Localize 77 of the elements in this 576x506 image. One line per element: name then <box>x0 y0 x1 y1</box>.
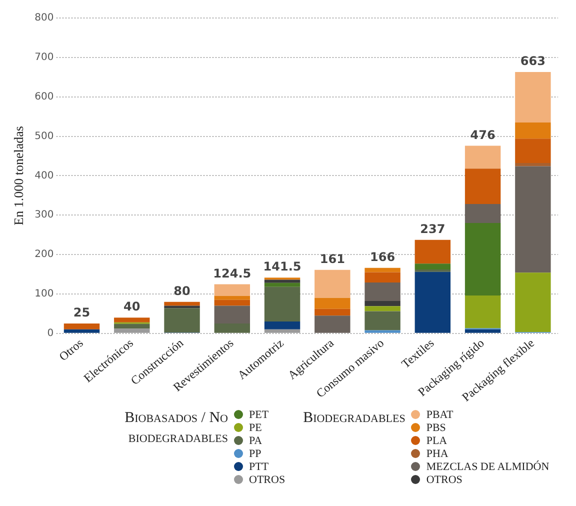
bar <box>464 168 501 204</box>
y-tick-label: 0 <box>47 328 54 339</box>
legend-label: PP <box>249 448 262 460</box>
bar <box>314 270 350 298</box>
legend-label: PA <box>249 434 262 446</box>
legend-label: PTT <box>249 460 269 472</box>
total-label: 663 <box>520 54 546 68</box>
y-tick-label: 500 <box>34 130 54 142</box>
bar <box>214 300 250 306</box>
text: Biobasados / No biodegradables <box>124 409 228 448</box>
bar <box>464 146 501 169</box>
bar <box>314 298 350 309</box>
legend-label: PET <box>249 408 269 420</box>
bar <box>464 204 501 223</box>
bar <box>515 122 551 139</box>
bar <box>164 302 200 306</box>
bar <box>364 306 400 312</box>
bar <box>214 284 250 296</box>
legend-label: MEZCLAS DE ALMIDÓN <box>426 460 550 472</box>
bar <box>414 272 451 333</box>
total-label: 141.5 <box>263 260 302 274</box>
bar <box>214 323 250 333</box>
bar <box>64 329 100 333</box>
total-label: 476 <box>470 128 496 142</box>
total-label: 80 <box>174 284 190 298</box>
y-tick-label: 700 <box>34 52 54 64</box>
bar <box>64 323 100 330</box>
bar <box>464 329 501 333</box>
bar <box>364 330 400 333</box>
legend-label: PE <box>249 422 262 434</box>
bar <box>515 163 551 166</box>
bar <box>264 286 300 322</box>
bar <box>464 296 501 328</box>
bar <box>515 272 551 332</box>
bar <box>264 322 300 330</box>
bar <box>364 282 400 302</box>
bar <box>214 296 250 300</box>
total-label: 161 <box>320 252 345 266</box>
legend-label: OTROS <box>426 474 462 486</box>
bar <box>114 324 150 329</box>
bar <box>364 301 400 306</box>
bar <box>264 282 300 287</box>
bar <box>264 280 300 283</box>
legend-label: PBAT <box>426 408 454 420</box>
total-label: 237 <box>420 222 446 236</box>
bar <box>414 264 451 270</box>
bar <box>414 269 451 272</box>
total-label: 25 <box>73 306 90 320</box>
bar <box>515 166 551 273</box>
y-tick-label: 400 <box>34 170 54 182</box>
bar <box>515 138 551 164</box>
legend-label: OTROS <box>249 474 286 486</box>
y-axis-title: En 1.000 toneladas <box>11 126 26 226</box>
bar <box>314 316 350 333</box>
y-tick-label: 300 <box>34 210 54 221</box>
bar <box>364 268 400 272</box>
bar <box>114 318 150 322</box>
bar <box>364 272 400 282</box>
total-label: 124.5 <box>213 266 252 280</box>
y-tick-label: 800 <box>34 12 54 24</box>
bar <box>414 240 451 264</box>
bar <box>314 308 350 316</box>
legend-label: PBS <box>426 422 446 434</box>
legend-label: PHA <box>426 448 448 460</box>
total-label: 40 <box>124 300 140 314</box>
text: Biodegradables <box>303 409 406 428</box>
y-tick-label: 200 <box>34 249 54 260</box>
bar <box>214 306 250 324</box>
bar <box>164 308 200 333</box>
y-tick-label: 600 <box>34 91 54 102</box>
bar <box>515 72 551 122</box>
bar <box>464 222 501 296</box>
x-tick-label: Otros <box>56 336 86 364</box>
bar <box>364 311 400 330</box>
total-label: 166 <box>370 250 396 264</box>
y-tick-label: 100 <box>34 288 54 300</box>
legend-label: PLA <box>426 434 448 446</box>
